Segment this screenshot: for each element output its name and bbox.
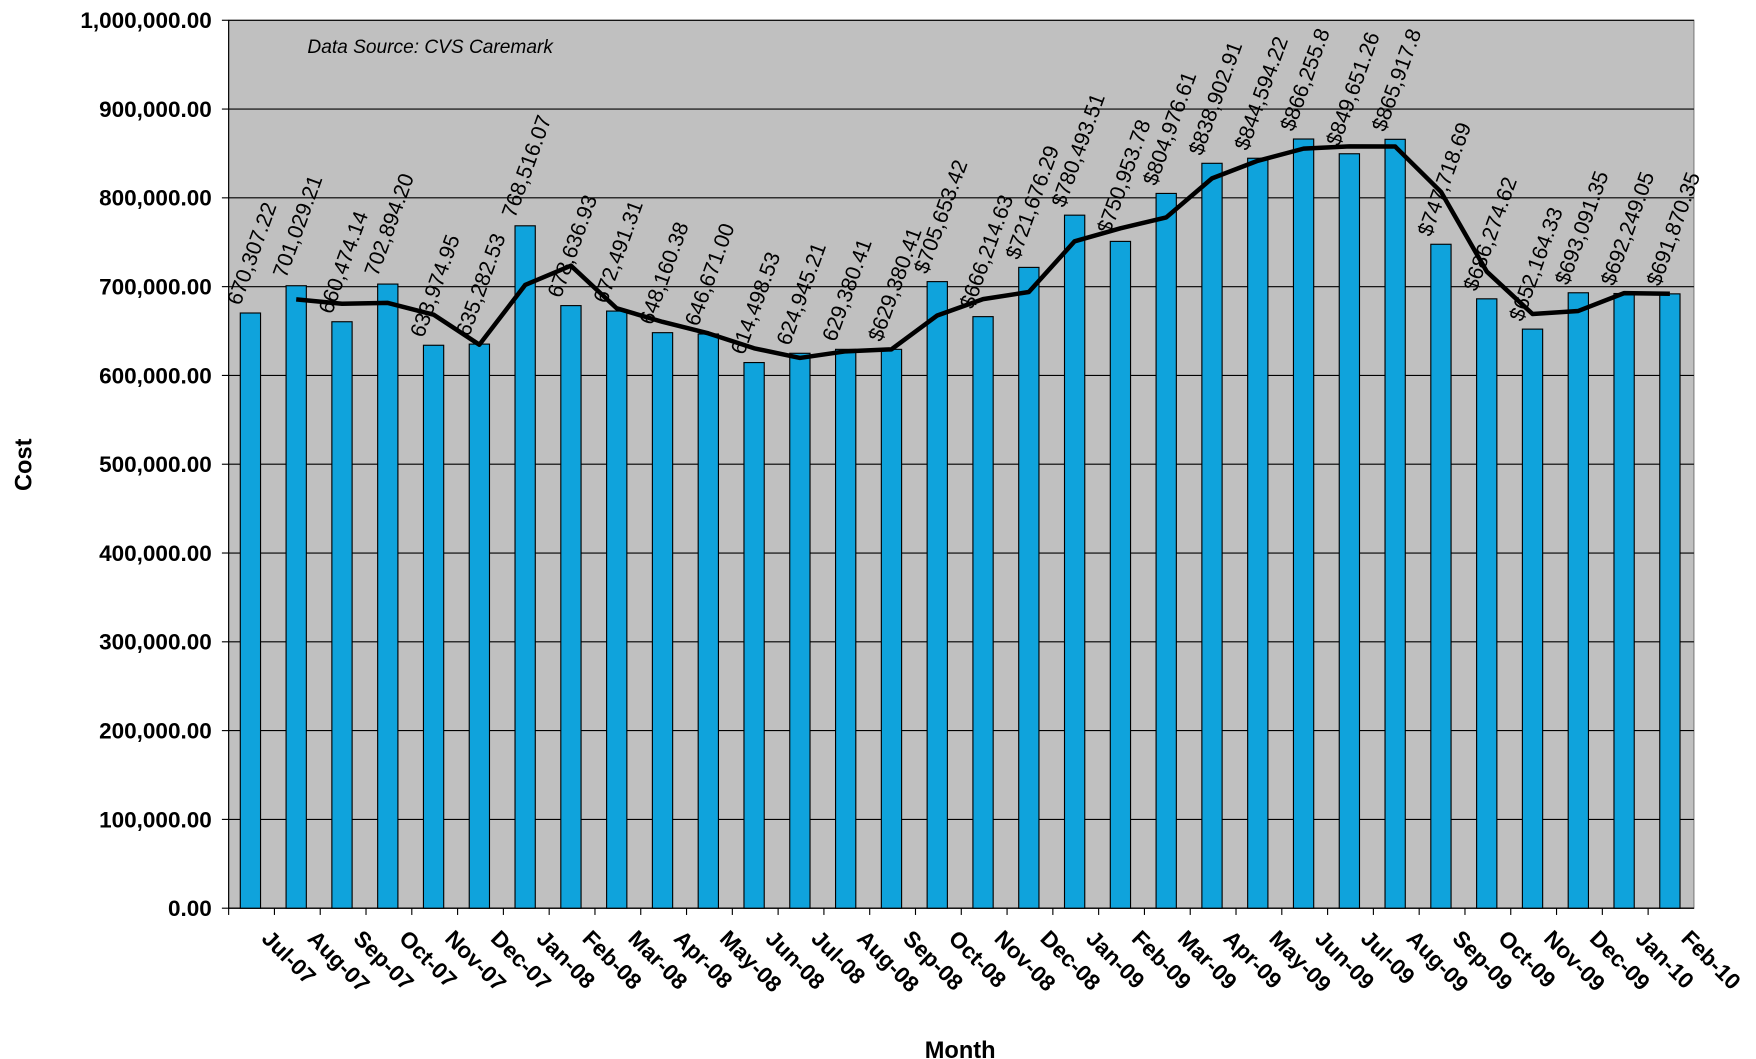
x-axis-title: Month xyxy=(925,1038,996,1059)
bar xyxy=(1384,138,1406,909)
bar xyxy=(834,348,857,909)
annotation: Data Source: CVS Caremark xyxy=(307,37,554,58)
bar xyxy=(880,348,903,909)
bar xyxy=(606,310,628,909)
bar xyxy=(697,333,720,909)
bar xyxy=(1018,266,1040,909)
y-tick-label: 700,000.00 xyxy=(99,275,212,300)
bar xyxy=(331,321,353,909)
bar xyxy=(1430,243,1452,909)
bar xyxy=(239,312,262,909)
bar xyxy=(1476,298,1498,909)
y-axis-title: Cost xyxy=(12,438,38,491)
bar xyxy=(422,344,445,909)
y-tick-label: 600,000.00 xyxy=(99,363,212,388)
y-tick-label: 800,000.00 xyxy=(99,186,212,211)
bar xyxy=(1063,214,1086,909)
bar xyxy=(651,332,674,909)
bar xyxy=(1659,293,1681,909)
bar xyxy=(1201,162,1223,909)
bar xyxy=(1292,138,1315,909)
bar xyxy=(789,352,811,909)
bar xyxy=(377,283,399,909)
bar xyxy=(1155,192,1177,909)
y-tick-label: 100,000.00 xyxy=(99,807,212,832)
y-tick-label: 300,000.00 xyxy=(99,630,212,655)
bar xyxy=(1613,292,1635,909)
bar xyxy=(972,316,994,909)
bar xyxy=(926,281,948,909)
bar xyxy=(743,361,765,909)
bar xyxy=(1247,157,1269,909)
bar xyxy=(285,285,307,909)
y-tick-label: 200,000.00 xyxy=(99,718,212,743)
bar xyxy=(1567,292,1590,909)
y-tick-label: 500,000.00 xyxy=(99,452,212,477)
bar xyxy=(468,343,491,909)
y-tick-label: 1,000,000.00 xyxy=(80,8,211,33)
y-tick-label: 0.00 xyxy=(168,896,212,921)
y-tick-label: 900,000.00 xyxy=(99,97,212,122)
bar xyxy=(1521,328,1544,909)
bar xyxy=(514,225,536,909)
bar xyxy=(560,305,582,909)
y-tick-label: 400,000.00 xyxy=(99,541,212,566)
bar xyxy=(1338,153,1361,909)
trend-line xyxy=(295,144,1670,361)
bar xyxy=(1109,240,1132,909)
